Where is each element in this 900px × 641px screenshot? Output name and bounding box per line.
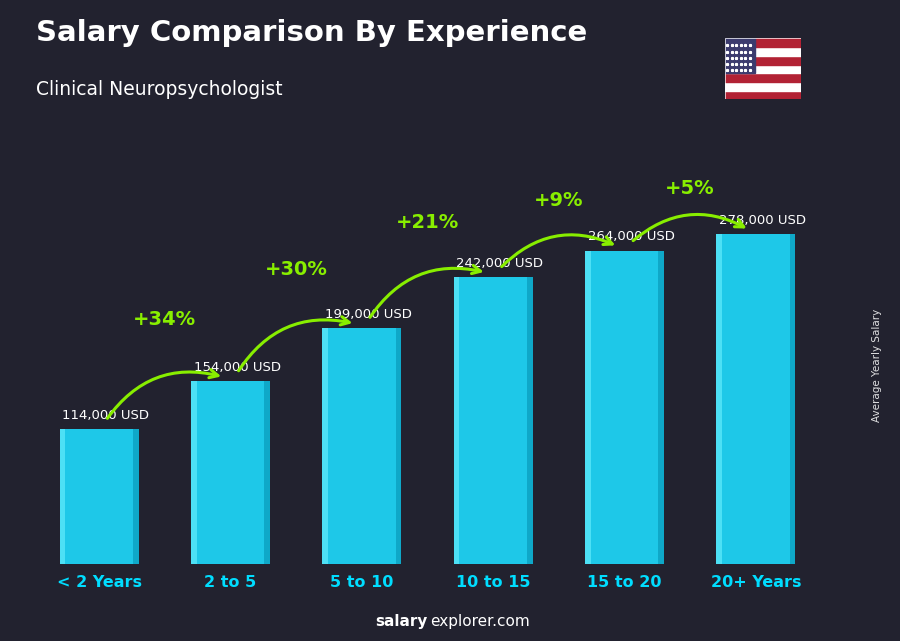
Text: +9%: +9% [534,191,583,210]
FancyBboxPatch shape [585,251,590,564]
Text: Clinical Neuropsychologist: Clinical Neuropsychologist [36,80,283,99]
Bar [724,73,801,82]
FancyBboxPatch shape [322,328,328,564]
FancyBboxPatch shape [265,381,270,564]
Text: +30%: +30% [265,260,328,279]
Bar [724,38,801,47]
Text: +21%: +21% [396,213,459,232]
Bar [724,38,755,73]
Bar [322,328,401,564]
Bar [59,429,139,564]
Bar [191,381,270,564]
Text: 278,000 USD: 278,000 USD [719,213,806,227]
Text: Salary Comparison By Experience: Salary Comparison By Experience [36,19,587,47]
FancyBboxPatch shape [454,277,459,564]
Text: 264,000 USD: 264,000 USD [588,230,675,244]
FancyBboxPatch shape [191,381,197,564]
Bar [724,56,801,65]
FancyBboxPatch shape [133,429,139,564]
FancyBboxPatch shape [716,234,722,564]
FancyBboxPatch shape [789,234,796,564]
FancyBboxPatch shape [527,277,533,564]
Text: explorer.com: explorer.com [430,615,530,629]
Text: 114,000 USD: 114,000 USD [62,408,149,422]
Bar [724,47,801,56]
FancyBboxPatch shape [396,328,401,564]
Text: Average Yearly Salary: Average Yearly Salary [872,309,883,422]
Text: 242,000 USD: 242,000 USD [456,256,544,269]
Text: +5%: +5% [665,179,715,197]
Text: +34%: +34% [133,310,196,329]
Text: 199,000 USD: 199,000 USD [325,308,412,320]
Text: salary: salary [375,615,428,629]
Bar [724,82,801,90]
FancyBboxPatch shape [658,251,664,564]
Bar [724,65,801,73]
Bar [454,277,533,564]
Bar [716,234,796,564]
FancyBboxPatch shape [59,429,66,564]
Bar [585,251,664,564]
Text: 154,000 USD: 154,000 USD [194,361,281,374]
Bar [724,90,801,99]
